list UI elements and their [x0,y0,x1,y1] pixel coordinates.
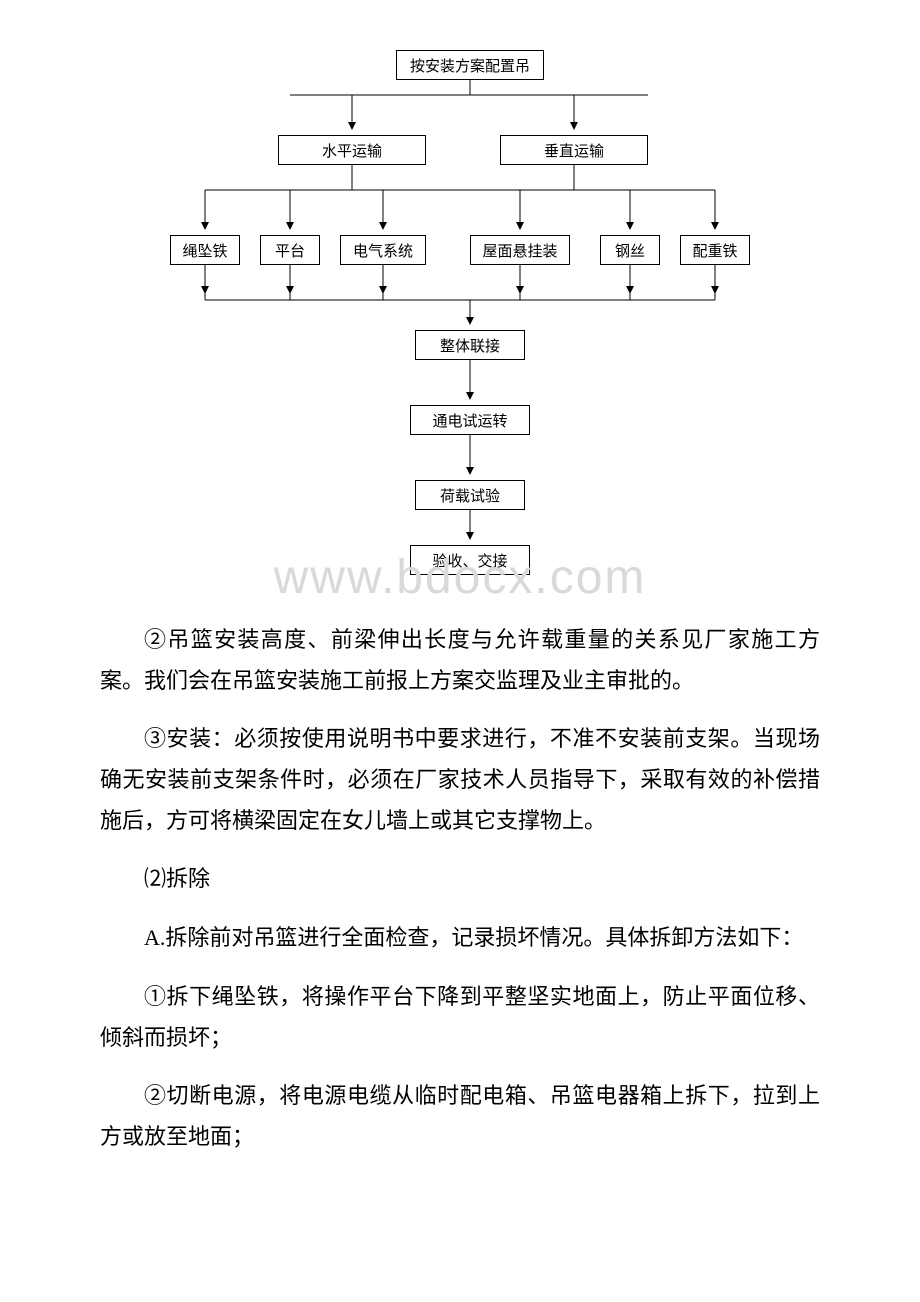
paragraph-step-1: ①拆下绳坠铁，将操作平台下降到平整坚实地面上，防止平面位移、倾斜而损坏； [100,977,820,1058]
flowchart-node-n9: 整体联接 [415,330,525,360]
flowchart-node-n0: 按安装方案配置吊 [396,50,544,80]
paragraph-a: A.拆除前对吊篮进行全面检查，记录损坏情况。具体拆卸方法如下： [100,918,820,959]
paragraph-2: ②吊篮安装高度、前梁伸出长度与允许载重量的关系见厂家施工方案。我们会在吊篮安装施… [100,620,820,701]
flowchart-node-n6: 屋面悬挂装 [470,235,570,265]
flowchart-node-n5: 电气系统 [340,235,426,265]
flowchart-node-n10: 通电试运转 [410,405,530,435]
flowchart-node-n7: 钢丝 [600,235,660,265]
flowchart-node-n11: 荷载试验 [415,480,525,510]
flowchart-node-n4: 平台 [260,235,320,265]
document-page: 按安装方案配置吊水平运输 垂直运输绳坠铁平台电气系统 屋面悬挂装钢丝配重铁整体联接通… [0,0,920,1236]
flowchart-node-n12: 验收、交接 [410,545,530,575]
flowchart-node-n2: 垂直运输 [500,135,648,165]
flowchart-container: 按安装方案配置吊水平运输 垂直运输绳坠铁平台电气系统 屋面悬挂装钢丝配重铁整体联接通… [150,40,770,580]
paragraph-section-2: ⑵拆除 [100,859,820,900]
flowchart-node-n1: 水平运输 [278,135,426,165]
paragraph-3: ③安装：必须按使用说明书中要求进行，不准不安装前支架。当现场确无安装前支架条件时… [100,719,820,841]
flowchart-node-n3: 绳坠铁 [170,235,240,265]
flowchart-node-n8: 配重铁 [680,235,750,265]
paragraph-step-2: ②切断电源，将电源电缆从临时配电箱、吊篮电器箱上拆下，拉到上方或放至地面； [100,1076,820,1157]
body-text: ②吊篮安装高度、前梁伸出长度与允许载重量的关系见厂家施工方案。我们会在吊篮安装施… [100,620,820,1158]
